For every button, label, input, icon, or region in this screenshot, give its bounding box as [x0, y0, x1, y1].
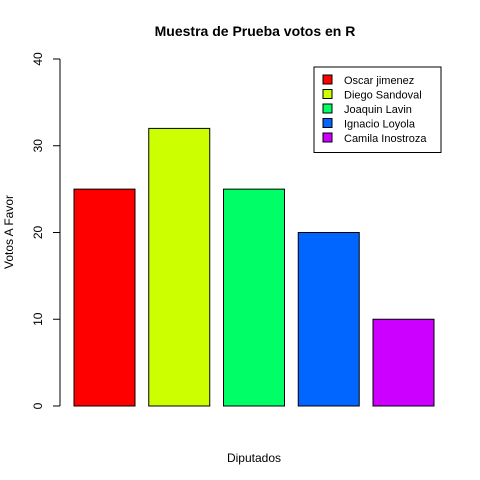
bar: [297, 232, 360, 407]
y-tick-label: 0: [31, 402, 45, 409]
legend-box: [313, 66, 442, 153]
bar: [223, 188, 285, 407]
y-tick-label: 40: [31, 52, 45, 66]
legend-entry: Joaquin Lavin: [344, 104, 412, 116]
legend-swatch: [322, 132, 333, 143]
y-tick-label: 30: [31, 139, 45, 153]
legend-entry: Camila Inostroza: [344, 133, 427, 145]
legend-swatch: [322, 74, 333, 85]
chart-title: Muestra de Prueba votos en R: [155, 23, 356, 39]
y-tick-label: 20: [31, 226, 45, 240]
y-axis: 0 10 20 30 40: [31, 52, 61, 409]
bars-group: [73, 127, 435, 407]
bar: [372, 318, 435, 407]
legend-swatch: [322, 89, 333, 99]
legend: Oscar jimenez Diego Sandoval Joaquin Lavin…: [313, 66, 442, 153]
x-axis-label: Diputados: [227, 451, 281, 465]
legend-swatch: [322, 103, 333, 114]
legend-entry: Diego Sandoval: [344, 90, 422, 102]
y-tick-label: 10: [31, 312, 45, 326]
bar: [148, 127, 211, 407]
legend-swatch: [322, 118, 333, 128]
bar: [73, 188, 136, 407]
legend-entry: Ignacio Loyola: [344, 119, 416, 131]
y-axis-label: Votos A Favor: [2, 195, 16, 269]
legend-entry: Oscar jimenez: [344, 75, 414, 87]
